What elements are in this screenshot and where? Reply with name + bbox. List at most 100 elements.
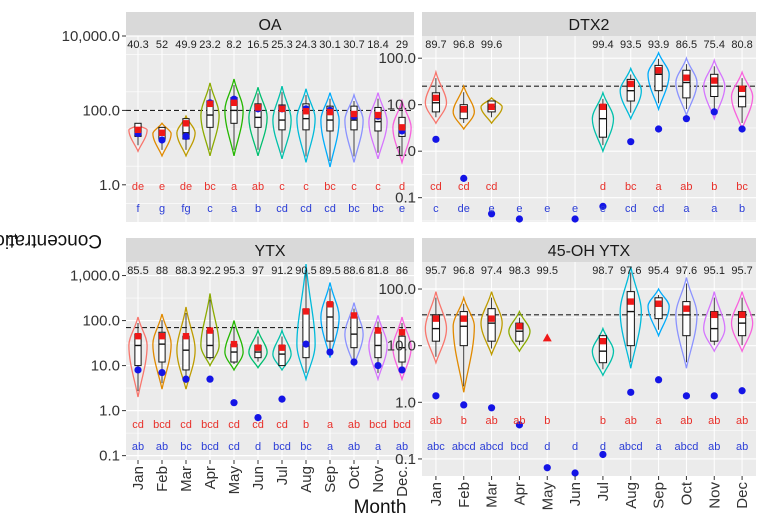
mean-marker <box>683 305 690 312</box>
letter-bottom: e <box>544 203 550 215</box>
letter-top: cd <box>180 419 192 431</box>
top-value-label: 98.3 <box>509 265 530 277</box>
x-tick-label: Oct <box>346 465 363 489</box>
violin-sep <box>647 287 670 338</box>
blue-point <box>254 413 262 422</box>
blue-point <box>654 125 663 133</box>
violin-nov <box>703 291 726 353</box>
mean-marker <box>230 340 238 348</box>
violin-jun <box>248 328 268 369</box>
blue-point <box>398 366 406 374</box>
violin-oct <box>344 92 364 163</box>
letter-bottom: ab <box>132 441 144 453</box>
y-tick-label: 1.0 <box>99 403 120 420</box>
letter-top: ab <box>680 181 692 193</box>
letter-bottom: b <box>255 203 261 215</box>
top-value-label: 97.6 <box>620 265 641 277</box>
box-aug <box>302 103 310 131</box>
mean-marker <box>432 94 440 102</box>
x-tick-label: Mar <box>178 466 195 492</box>
mean-marker <box>158 129 166 136</box>
blue-point <box>182 132 190 141</box>
letter-top: bcd <box>153 419 171 431</box>
x-tick-label: Feb <box>154 466 171 492</box>
letter-top: a <box>656 181 663 193</box>
top-value-label: 18.4 <box>367 39 388 51</box>
y-tick-label: 100.0 <box>378 281 416 298</box>
top-value-label: 96.8 <box>453 265 474 277</box>
letter-bottom: e <box>399 203 405 215</box>
letter-top: de <box>132 181 144 193</box>
letter-top: ab <box>513 415 525 427</box>
top-value-label: 40.3 <box>127 39 148 51</box>
top-value-label: 30.1 <box>319 39 340 51</box>
violin-jun <box>248 87 268 157</box>
top-value-label: 86 <box>396 265 408 277</box>
letter-top: bc <box>324 181 336 193</box>
mean-marker <box>711 77 718 84</box>
y-tick-label: 0.1 <box>395 190 416 207</box>
violin-apr <box>508 309 531 353</box>
blue-point <box>326 348 334 356</box>
x-tick-label: Apr <box>511 482 528 505</box>
top-value-label: 49.9 <box>175 39 196 51</box>
letter-bottom: abcd <box>480 441 504 453</box>
letter-bottom: cd <box>625 203 637 215</box>
letter-bottom: f <box>136 203 140 215</box>
top-value-label: 97.4 <box>481 265 502 277</box>
mean-marker <box>134 126 142 134</box>
letter-top: a <box>327 419 334 431</box>
letter-top: b <box>711 181 717 193</box>
box-jun <box>254 103 262 128</box>
letter-top: ab <box>348 419 360 431</box>
letter-bottom: cd <box>324 203 336 215</box>
x-tick-label: Nov <box>706 482 723 509</box>
top-value-label: 29 <box>396 39 408 51</box>
violin-jul <box>272 328 292 372</box>
letter-top: bcd <box>369 419 387 431</box>
box-sep <box>326 302 334 342</box>
blue-point <box>460 401 468 409</box>
letter-top: a <box>656 415 663 427</box>
top-value-label: 80.8 <box>731 39 752 51</box>
violin-jan <box>424 69 448 125</box>
mean-marker <box>206 100 214 108</box>
blue-point <box>158 368 166 377</box>
box-mar <box>487 308 496 342</box>
blue-point <box>571 215 579 223</box>
x-tick-label: Sep <box>651 482 668 509</box>
letter-bottom: bcd <box>511 441 529 453</box>
letter-top: c <box>351 181 357 193</box>
top-value-label: 99.5 <box>537 265 558 277</box>
letter-bottom: abc <box>427 441 445 453</box>
box-oct <box>682 301 691 337</box>
facet-title: DTX2 <box>569 17 610 34</box>
plot-area <box>126 262 414 460</box>
violin-mar <box>480 96 503 125</box>
mean-marker <box>488 315 495 322</box>
violin-may <box>224 320 244 372</box>
mean-marker <box>374 111 382 119</box>
y-tick-label: 10.0 <box>91 358 120 375</box>
letter-top: e <box>159 181 165 193</box>
blue-point <box>599 450 607 459</box>
top-value-label: 97.6 <box>676 265 697 277</box>
letter-bottom: abcd <box>452 441 476 453</box>
mean-marker <box>134 332 142 340</box>
violin-aug <box>619 66 642 121</box>
mean-marker <box>182 332 190 340</box>
top-value-label: 99.6 <box>481 39 502 51</box>
top-value-label: 89.7 <box>425 39 446 51</box>
top-value-label: 95.7 <box>731 265 752 277</box>
top-value-label: 96.8 <box>453 39 474 51</box>
letter-bottom: abcd <box>674 441 698 453</box>
box-mar <box>182 335 190 371</box>
letter-bottom: a <box>327 441 334 453</box>
top-value-label: 95.1 <box>704 265 725 277</box>
letter-bottom: a <box>375 441 382 453</box>
mean-marker <box>326 108 334 116</box>
violin-dec <box>392 316 412 382</box>
